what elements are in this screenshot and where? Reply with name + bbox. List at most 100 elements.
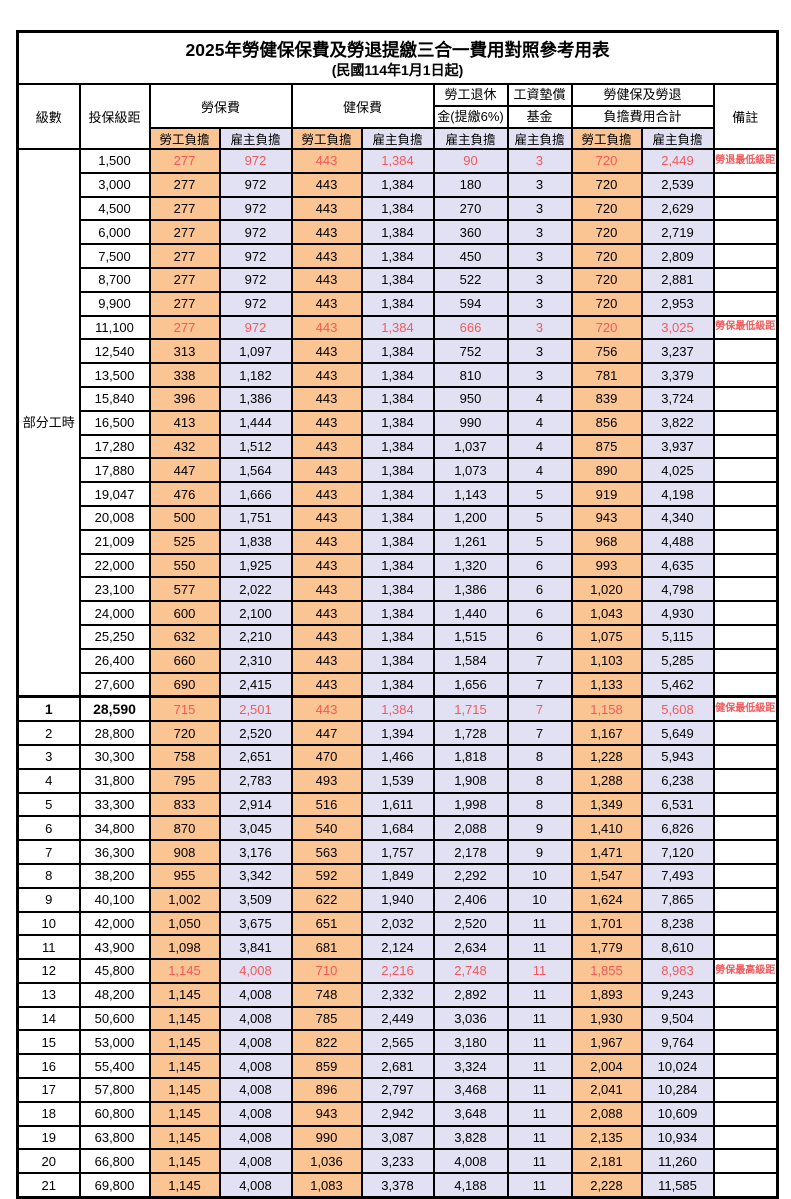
remark-cell	[712, 552, 779, 579]
value-cell: 11	[506, 1077, 573, 1103]
level-cell: 17	[16, 1077, 81, 1103]
value-cell: 2,681	[360, 1053, 435, 1080]
value-cell: 4,008	[218, 1005, 293, 1032]
value-cell: 7	[506, 720, 573, 746]
value-cell: 720	[570, 290, 643, 317]
value-cell: 1,386	[218, 385, 293, 412]
page-title: 2025年勞健保保費及勞退提繳三合一費用對照參考用表	[185, 39, 610, 60]
value-cell: 1,145	[148, 1124, 221, 1151]
table-row: 16,500 413 1,444 443 1,384 990 4 856 3,822	[18, 409, 779, 436]
level-cell: 13	[16, 981, 81, 1008]
value-cell: 443	[290, 481, 363, 507]
value-cell: 752	[432, 338, 509, 365]
value-cell: 1,384	[360, 695, 435, 723]
value-cell: 1,384	[360, 148, 435, 174]
value-cell: 1,020	[570, 576, 643, 603]
level-cell: 3	[16, 743, 81, 770]
value-cell: 1,998	[432, 791, 509, 818]
value-cell: 6	[506, 552, 573, 579]
value-cell: 6,238	[640, 767, 715, 794]
value-cell: 3,233	[360, 1148, 435, 1175]
value-cell: 3,841	[218, 934, 293, 961]
bracket-cell: 48,200	[78, 981, 151, 1008]
value-cell: 660	[148, 647, 221, 674]
remark-cell	[712, 409, 779, 436]
value-cell: 2,565	[360, 1029, 435, 1056]
value-cell: 10,024	[640, 1053, 715, 1080]
table-row: 26,400 660 2,310 443 1,384 1,584 7 1,103 5,285	[18, 647, 779, 674]
bracket-cell: 36,300	[78, 839, 151, 865]
col-header-labor-insurance: 勞保費	[148, 83, 293, 129]
value-cell: 1,715	[432, 695, 509, 723]
value-cell: 1,145	[148, 1053, 221, 1080]
value-cell: 3	[506, 195, 573, 222]
remark-cell	[712, 791, 779, 818]
value-cell: 5	[506, 528, 573, 555]
value-cell: 890	[570, 457, 643, 484]
value-cell: 4,008	[218, 1100, 293, 1127]
value-cell: 2,032	[360, 910, 435, 937]
value-cell: 443	[290, 623, 363, 650]
value-cell: 11	[506, 1053, 573, 1080]
value-cell: 681	[290, 934, 363, 961]
remark-cell	[712, 481, 779, 507]
level-cell: 10	[16, 910, 81, 937]
bracket-cell: 60,800	[78, 1100, 151, 1127]
value-cell: 1,893	[570, 981, 643, 1008]
value-cell: 1,624	[570, 886, 643, 913]
value-cell: 3,036	[432, 1005, 509, 1032]
remark-cell	[712, 362, 779, 388]
value-cell: 338	[148, 362, 221, 388]
value-cell: 525	[148, 528, 221, 555]
value-cell: 11	[506, 1029, 573, 1056]
value-cell: 6	[506, 576, 573, 603]
value-cell: 563	[290, 839, 363, 865]
value-cell: 7,120	[640, 839, 715, 865]
value-cell: 11	[506, 1172, 573, 1199]
value-cell: 9,243	[640, 981, 715, 1008]
remark-cell	[712, 1029, 779, 1056]
value-cell: 972	[218, 219, 293, 246]
value-cell: 1,349	[570, 791, 643, 818]
value-cell: 270	[432, 195, 509, 222]
value-cell: 277	[148, 148, 221, 174]
value-cell: 432	[148, 433, 221, 460]
remark-cell	[712, 1172, 779, 1199]
value-cell: 4,798	[640, 576, 715, 603]
remark-cell	[712, 338, 779, 365]
value-cell: 516	[290, 791, 363, 818]
remark-cell	[712, 934, 779, 961]
level-cell: 6	[16, 815, 81, 842]
remark-cell	[712, 767, 779, 794]
remark-cell	[712, 1100, 779, 1127]
table-header: 2025年勞健保保費及勞退提繳三合一費用對照參考用表 (民國114年1月1日起)…	[16, 30, 779, 150]
value-cell: 4,635	[640, 552, 715, 579]
value-cell: 5,115	[640, 623, 715, 650]
header-row-groups-bottom: 金(提繳6%) 基金 負擔費用合計	[18, 105, 778, 129]
value-cell: 4,198	[640, 481, 715, 507]
value-cell: 3,087	[360, 1124, 435, 1151]
value-cell: 2,520	[218, 720, 293, 746]
value-cell: 720	[570, 314, 643, 341]
value-cell: 1,384	[360, 219, 435, 246]
table-row: 21 69,800 1,145 4,008 1,083 3,378 4,188 11 2,228…	[16, 1172, 779, 1199]
value-cell: 720	[570, 171, 643, 198]
value-cell: 1,386	[432, 576, 509, 603]
table-row: 19 63,800 1,145 4,008 990 3,087 3,828 11 2,135 10…	[16, 1124, 779, 1151]
remark-cell	[712, 815, 779, 842]
value-cell: 1,145	[148, 1005, 221, 1032]
value-cell: 1,133	[570, 671, 643, 698]
value-cell: 5,285	[640, 647, 715, 674]
value-cell: 3,675	[218, 910, 293, 937]
value-cell: 1,515	[432, 623, 509, 650]
value-cell: 10,934	[640, 1124, 715, 1151]
value-cell: 1,925	[218, 552, 293, 579]
value-cell: 3,648	[432, 1100, 509, 1127]
value-cell: 1,384	[360, 504, 435, 531]
value-cell: 972	[218, 290, 293, 317]
value-cell: 1,200	[432, 504, 509, 531]
subheader-health-employee: 勞工負擔	[290, 127, 363, 150]
value-cell: 859	[290, 1053, 363, 1080]
bracket-cell: 9,900	[78, 290, 151, 317]
remark-cell	[712, 839, 779, 865]
